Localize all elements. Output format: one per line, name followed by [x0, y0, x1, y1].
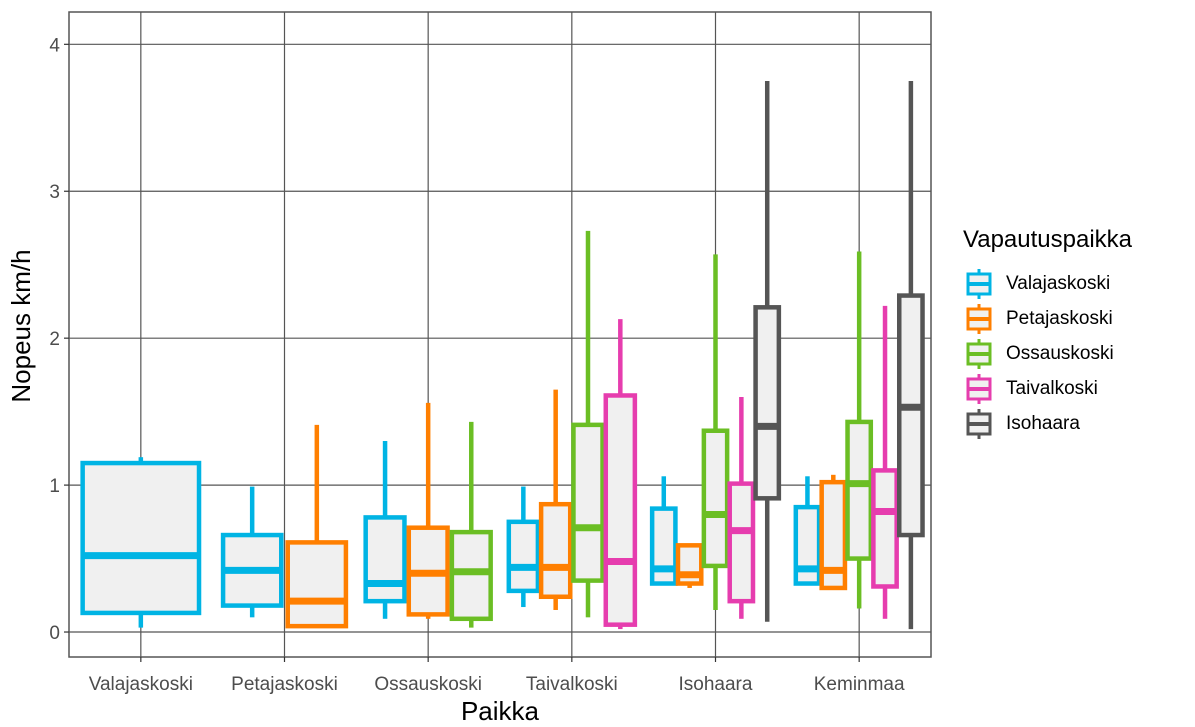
box-keminmaa-valajaskoski	[793, 476, 822, 586]
box-iqr	[896, 293, 925, 538]
x-axis-title: Paikka	[461, 696, 540, 726]
legend-item: Valajaskoski	[963, 266, 1188, 301]
legend-label: Isohaara	[1006, 412, 1080, 434]
legend-label: Ossauskoski	[1006, 342, 1114, 364]
box-ossauskoski-valajaskoski	[363, 441, 407, 619]
box-isohaara-petajaskoski	[675, 543, 704, 588]
box-petajaskoski-valajaskoski	[220, 486, 284, 618]
legend-item: Isohaara	[963, 406, 1188, 441]
box-isohaara-valajaskoski	[649, 476, 678, 586]
box-taivalkoski-petajaskoski	[538, 389, 573, 610]
box-iqr	[753, 305, 782, 501]
box-iqr	[649, 506, 678, 586]
x-tick-label: Isohaara	[679, 674, 753, 695]
legend-item: Petajaskoski	[963, 301, 1188, 336]
x-tick-label: Taivalkoski	[526, 674, 618, 695]
legend-items: Valajaskoski Petajaskoski Ossauskoski Taiva…	[963, 266, 1188, 441]
box-iqr	[819, 479, 848, 591]
box-keminmaa-ossauskoski	[845, 251, 874, 609]
box-iqr	[845, 419, 874, 561]
box-taivalkoski-taivalkoski	[603, 319, 638, 630]
y-tick-label: 2	[49, 329, 60, 350]
legend-label: Taivalkoski	[1006, 377, 1098, 399]
box-isohaara-taivalkoski	[727, 396, 756, 619]
box-iqr	[538, 501, 573, 600]
box-iqr	[603, 393, 638, 627]
y-tick-label: 1	[49, 476, 60, 497]
box-taivalkoski-valajaskoski	[506, 486, 541, 608]
box-iqr	[285, 540, 349, 629]
legend-item: Ossauskoski	[963, 336, 1188, 371]
box-keminmaa-taivalkoski	[871, 305, 899, 619]
box-iqr	[506, 519, 541, 594]
box-ossauskoski-ossauskoski	[449, 421, 493, 628]
box-iqr	[727, 481, 756, 604]
box-iqr	[871, 468, 899, 589]
y-tick-label: 0	[49, 623, 60, 644]
y-axis-title: Nopeus km/h	[6, 249, 36, 402]
legend-item: Taivalkoski	[963, 371, 1188, 406]
box-valajaskoski-valajaskoski	[80, 457, 202, 628]
legend-key	[966, 303, 992, 334]
box-keminmaa-isohaara	[896, 81, 925, 630]
box-isohaara-isohaara	[753, 81, 782, 622]
box-petajaskoski-petajaskoski	[285, 424, 349, 629]
box-taivalkoski-ossauskoski	[571, 230, 605, 618]
x-tick-label: Keminmaa	[814, 674, 905, 695]
legend-key	[966, 373, 992, 404]
plot-panel	[68, 11, 932, 658]
legend-label: Petajaskoski	[1006, 307, 1113, 329]
axes: 0 1 2 3 4 Valajaskoski Petajaskoski Ossauskoski…	[49, 35, 905, 695]
legend-key	[966, 408, 992, 439]
legend-key	[966, 268, 992, 299]
y-tick-label: 4	[49, 35, 60, 56]
box-iqr	[793, 504, 822, 586]
x-tick-label: Petajaskoski	[231, 674, 338, 695]
box-iqr	[701, 428, 730, 569]
x-tick-label: Ossauskoski	[374, 674, 482, 695]
legend-key	[966, 338, 992, 369]
box-keminmaa-petajaskoski	[819, 474, 848, 591]
box-iqr	[571, 422, 605, 583]
box-iqr	[363, 515, 407, 604]
legend-title: Vapautuspaikka	[963, 226, 1133, 253]
boxes	[80, 81, 925, 630]
box-iqr	[449, 529, 493, 622]
box-ossauskoski-petajaskoski	[406, 402, 450, 619]
legend-label: Valajaskoski	[1006, 272, 1111, 294]
y-tick-label: 3	[49, 182, 60, 203]
box-isohaara-ossauskoski	[701, 254, 730, 610]
box-iqr	[80, 460, 202, 616]
x-tick-label: Valajaskoski	[89, 674, 193, 695]
legend: Vapautuspaikka Valajaskoski Petajaskoski O…	[963, 226, 1188, 441]
